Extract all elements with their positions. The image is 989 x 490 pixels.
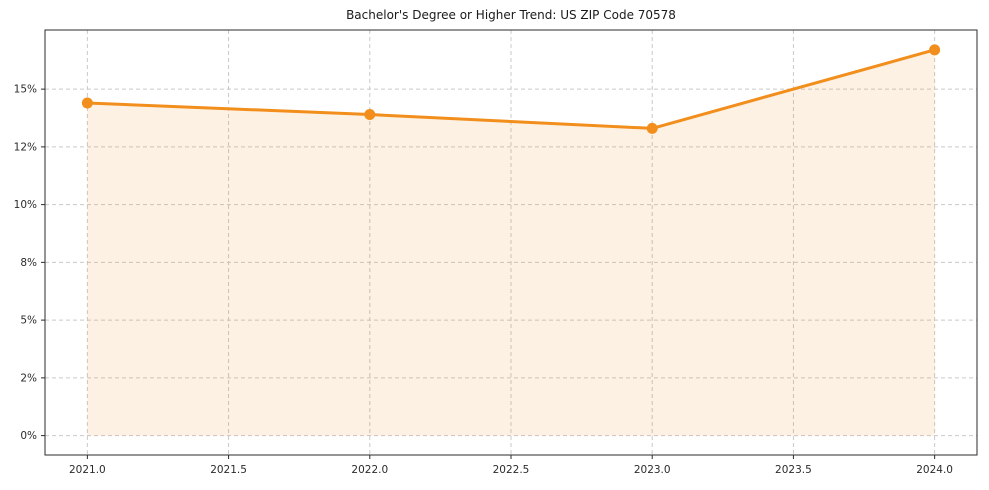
y-axis-tick-label: 0%: [20, 430, 37, 442]
y-axis-tick-label: 15%: [14, 84, 37, 96]
y-axis-tick-label: 5%: [20, 315, 37, 327]
x-axis-tick-label: 2021.0: [69, 464, 106, 476]
trend-line: [85, 48, 937, 130]
x-axis-tick-label: 2022.0: [351, 464, 388, 476]
x-axis-tick-label: 2023.5: [775, 464, 812, 476]
y-axis-tick-label: 12%: [14, 141, 37, 153]
data-point-marker: [364, 109, 376, 121]
y-axis-tick-label: 8%: [20, 257, 37, 269]
x-axis-tick-label: 2023.0: [634, 464, 671, 476]
data-point-marker: [646, 122, 658, 134]
x-axis-tick-label: 2022.5: [493, 464, 530, 476]
data-point-marker: [81, 97, 93, 109]
data-point-marker: [929, 44, 941, 56]
x-axis-tick-label: 2021.5: [210, 464, 247, 476]
y-axis-tick-label: 10%: [14, 199, 37, 211]
x-axis-tick-label: 2024.0: [916, 464, 953, 476]
y-axis-tick-label: 2%: [20, 372, 37, 384]
chart-title: Bachelor's Degree or Higher Trend: US ZI…: [346, 8, 676, 22]
area-fill: [87, 49, 935, 436]
